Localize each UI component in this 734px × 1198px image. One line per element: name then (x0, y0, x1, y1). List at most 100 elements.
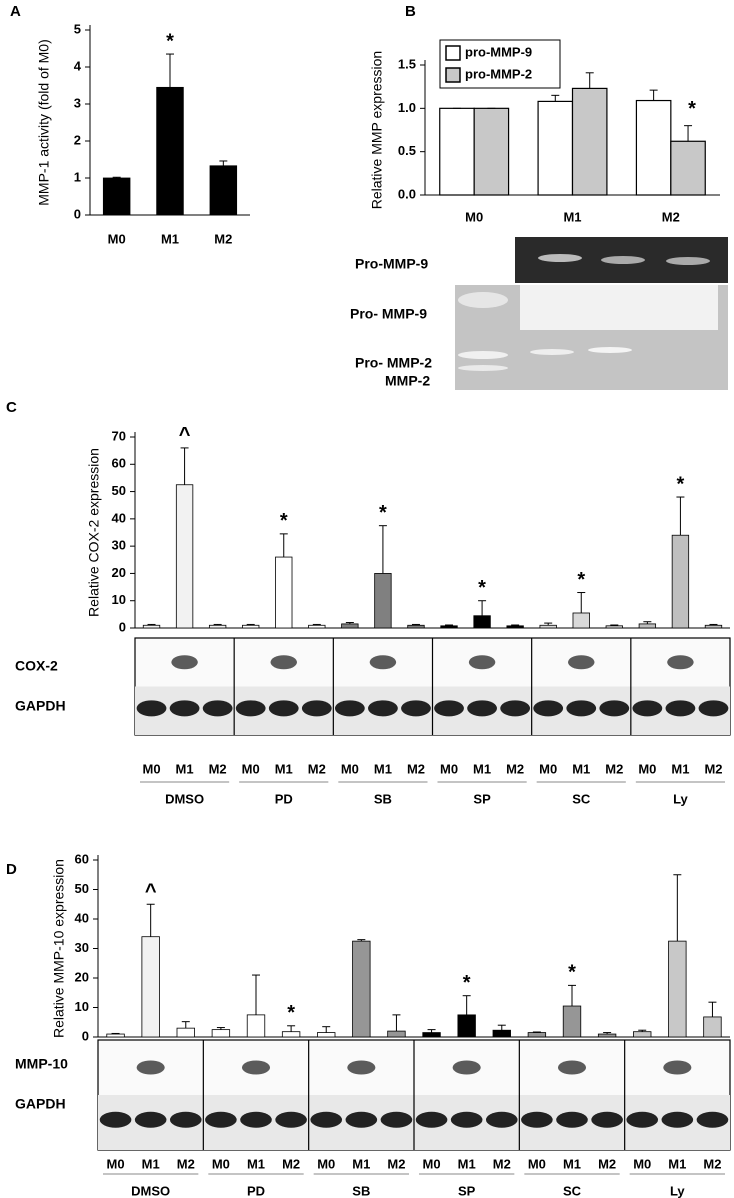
bar (571, 87, 608, 196)
y-tick-label: 60 (75, 851, 89, 866)
y-axis-label: Relative MMP expression (369, 51, 385, 209)
bar (106, 1033, 125, 1038)
bar (473, 615, 491, 629)
bar (352, 940, 371, 1038)
x-tick-label: M0 (539, 761, 557, 776)
bar (537, 100, 574, 196)
significance-marker: * (379, 502, 387, 524)
bar (341, 623, 359, 629)
y-tick-label: 4 (74, 58, 82, 73)
y-tick-label: 5 (74, 21, 81, 36)
blot-band (136, 1060, 165, 1075)
y-tick-label: 30 (112, 538, 126, 553)
y-axis-label: MMP-1 activity (fold of M0) (36, 39, 52, 205)
blot-band (698, 700, 729, 717)
blot-band (468, 655, 496, 670)
bar (176, 1027, 195, 1038)
x-tick-label: M2 (605, 761, 623, 776)
group-label: SP (458, 1183, 476, 1198)
x-tick-label: M1 (671, 761, 689, 776)
significance-marker: * (287, 1002, 295, 1024)
y-tick-label: 20 (75, 969, 89, 984)
x-tick-label: M0 (242, 761, 260, 776)
x-tick-label: M2 (177, 1156, 195, 1171)
blot-label: MMP-10 (15, 1056, 68, 1072)
x-tick-label: M0 (212, 1156, 230, 1171)
blot-band (301, 700, 332, 717)
blot-band (235, 700, 266, 717)
group-label: SC (572, 791, 591, 806)
x-tick-label: M1 (275, 761, 293, 776)
x-tick-label: M0 (528, 1156, 546, 1171)
blot-band (136, 700, 167, 717)
y-axis-label: Relative MMP-10 expression (51, 859, 67, 1038)
x-tick-label: M2 (506, 761, 524, 776)
y-tick-label: 0 (82, 1028, 89, 1043)
gel-band (666, 257, 710, 265)
legend-swatch (445, 45, 461, 61)
bar (242, 624, 260, 629)
x-tick-label: M2 (214, 231, 232, 246)
bar (668, 940, 687, 1038)
significance-marker: ^ (179, 424, 191, 446)
x-tick-label: M0 (633, 1156, 651, 1171)
blot-band (369, 655, 397, 670)
panel-label: D (6, 861, 17, 878)
blot-band (240, 1111, 272, 1128)
group-label: SB (352, 1183, 370, 1198)
blot-band (310, 1111, 343, 1128)
legend-label: pro-MMP-2 (465, 66, 532, 81)
group-label: DMSO (131, 1183, 170, 1198)
blot-band (99, 1111, 132, 1128)
bar (670, 140, 706, 196)
blot-label: Pro- MMP-2 (355, 355, 432, 371)
bar (102, 177, 131, 216)
blot-band (661, 1111, 694, 1128)
group-label: SB (374, 791, 392, 806)
y-tick-label: 40 (112, 510, 126, 525)
x-tick-label: M1 (572, 761, 590, 776)
blot-band (450, 1111, 483, 1128)
blot-band (270, 655, 297, 670)
x-tick-label: M2 (407, 761, 425, 776)
x-tick-label: M1 (473, 761, 491, 776)
x-tick-label: M0 (440, 761, 458, 776)
blot-band (667, 655, 694, 670)
legend-label: pro-MMP-9 (465, 44, 532, 59)
gel-band (530, 349, 574, 355)
blot-band (485, 1111, 518, 1128)
bar (407, 624, 425, 629)
x-tick-label: M2 (704, 761, 722, 776)
y-tick-label: 0 (74, 206, 81, 221)
y-tick-label: 3 (74, 95, 81, 110)
x-tick-label: M1 (247, 1156, 265, 1171)
x-tick-label: M2 (209, 761, 227, 776)
x-tick-label: M0 (107, 1156, 125, 1171)
x-tick-label: M0 (465, 209, 483, 224)
bar (439, 107, 475, 196)
blot-label: GAPDH (15, 698, 66, 714)
bar (281, 1031, 301, 1038)
significance-marker: * (463, 972, 471, 994)
blot-label: COX-2 (15, 658, 58, 674)
blot-band (663, 1060, 692, 1075)
y-tick-label: 40 (75, 910, 89, 925)
group-label: SC (563, 1183, 582, 1198)
y-tick-label: 1.5 (398, 56, 416, 71)
blot-label: MMP-2 (385, 373, 430, 389)
bar (597, 1033, 617, 1038)
y-tick-label: 50 (112, 483, 126, 498)
x-tick-label: M2 (493, 1156, 511, 1171)
significance-marker: * (577, 569, 585, 591)
blot-band (665, 700, 696, 717)
y-tick-label: 10 (112, 592, 126, 607)
blot-band (134, 1111, 167, 1128)
bar (246, 1014, 266, 1038)
bar (422, 1032, 441, 1038)
blot-band (169, 1111, 202, 1128)
gel-band (458, 351, 508, 359)
bar (457, 1014, 476, 1038)
bar (208, 624, 227, 629)
gel-b (455, 237, 728, 390)
